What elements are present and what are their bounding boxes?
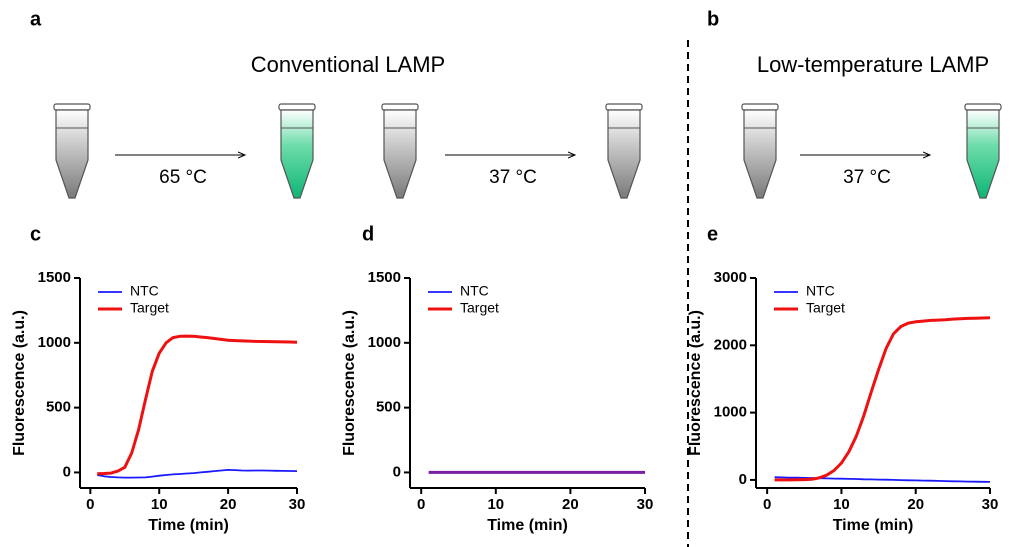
tube-cap [278,103,316,111]
x-tick-label: 20 [907,496,924,513]
y-tick-label: 1000 [368,334,401,351]
panel-label: e [707,223,718,245]
y-tick-label: 1000 [38,334,71,351]
y-axis-label: Fluorescence (a.u.) [11,310,28,456]
y-axis-label: Fluorescence (a.u.) [341,310,358,456]
legend-label: NTC [460,283,489,299]
y-tick-label: 1500 [368,269,401,286]
x-axis-label: Time (min) [833,517,914,534]
tube-body [743,109,777,199]
tube-body [607,109,641,199]
panel-title: Low-temperature LAMP [757,52,989,77]
tube-body [966,109,1000,199]
x-tick-label: 20 [562,496,579,513]
y-tick-label: 500 [376,399,401,416]
temperature: 37 °C [489,167,537,188]
panel-title: Conventional LAMP [251,52,445,77]
y-tick-label: 1500 [38,269,71,286]
series-line [97,469,298,479]
series-line [774,316,991,482]
legend-label: Target [806,300,845,316]
tube-cap [53,103,91,111]
legend-label: NTC [130,283,159,299]
x-axis-label: Time (min) [148,517,229,534]
x-tick-label: 10 [151,496,168,513]
tube-cap [964,103,1002,111]
x-tick-label: 20 [220,496,237,513]
y-tick-label: 1000 [714,404,747,421]
tube-cap [741,103,779,111]
x-axis-label: Time (min) [487,517,568,534]
y-tick-label: 0 [739,471,747,488]
x-tick-label: 0 [763,496,771,513]
x-tick-label: 0 [86,496,94,513]
legend-label: NTC [806,283,835,299]
panel-label: b [707,8,719,30]
tube-body [55,109,89,199]
x-tick-label: 30 [289,496,306,513]
panel-label: a [30,8,42,30]
x-tick-label: 30 [982,496,999,513]
temperature: 65 °C [159,167,207,188]
x-tick-label: 10 [833,496,850,513]
panel-label: d [362,223,374,245]
x-tick-label: 10 [487,496,504,513]
tube-cap [381,103,419,111]
tube-cap [605,103,643,111]
temperature: 37 °C [843,167,891,188]
y-tick-label: 2000 [714,336,747,353]
x-tick-label: 30 [637,496,654,513]
tube-body [383,109,417,199]
tubes [53,103,1002,199]
legend-label: Target [460,300,499,316]
series-line [97,334,298,476]
y-tick-label: 0 [393,463,401,480]
y-tick-label: 0 [63,463,71,480]
legend-label: Target [130,300,169,316]
y-tick-label: 3000 [714,269,747,286]
y-axis-label: Fluorescence (a.u.) [687,310,704,456]
y-tick-label: 500 [46,399,71,416]
tube-body [280,109,314,199]
x-tick-label: 0 [417,496,425,513]
panel-label: c [30,223,41,245]
